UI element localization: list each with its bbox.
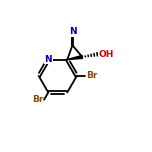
Text: Br: Br (86, 71, 97, 81)
Text: N: N (69, 27, 76, 36)
Text: N: N (44, 55, 52, 64)
Polygon shape (67, 55, 83, 60)
Text: OH: OH (99, 50, 114, 59)
Text: Br: Br (32, 95, 43, 104)
